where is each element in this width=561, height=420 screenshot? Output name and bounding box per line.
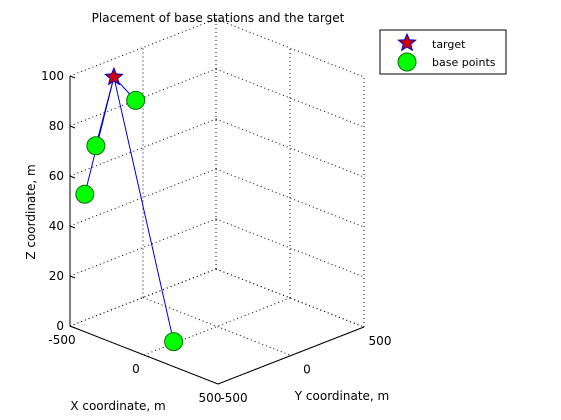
axes-frame	[69, 76, 365, 385]
x-tick-label: 500	[199, 391, 222, 405]
grid-line	[69, 325, 219, 385]
x-tick-label: 0	[132, 362, 140, 376]
grid-line	[215, 218, 365, 278]
y-axis-line	[217, 326, 365, 385]
z-tick-label: 20	[49, 269, 64, 283]
grid-line	[69, 218, 217, 277]
z-tick-mark	[69, 225, 76, 229]
grid-line	[215, 68, 365, 128]
z-tick-mark	[69, 75, 76, 79]
base-point	[86, 136, 106, 156]
legend-target-label: target	[432, 38, 466, 51]
legend: target base points	[379, 29, 507, 75]
legend-base-point-icon	[397, 52, 417, 72]
grid-line	[215, 268, 365, 328]
z-tick-mark	[69, 325, 76, 329]
z-axis-label: Z coordinate, m	[24, 164, 38, 259]
y-tick-label: 0	[303, 363, 311, 377]
grid-line	[215, 168, 365, 228]
base-point	[164, 332, 184, 352]
legend-target-star-icon	[397, 32, 417, 52]
target-point	[104, 66, 124, 86]
link-line	[113, 77, 175, 342]
chart-title: Placement of base stations and the targe…	[92, 11, 345, 25]
data-marks	[75, 66, 184, 352]
y-tick-label: -500	[220, 391, 247, 405]
grid-lines	[69, 18, 365, 385]
z-tick-label: 60	[49, 169, 64, 183]
z-tick-label: 0	[56, 319, 64, 333]
x-axis-label: X coordinate, m	[70, 399, 165, 413]
link-line	[84, 77, 115, 195]
y-axis-label: Y coordinate, m	[294, 389, 389, 403]
grid-line	[215, 18, 365, 78]
z-tick-label: 80	[49, 119, 64, 133]
base-point	[75, 184, 95, 204]
z-tick-mark	[69, 275, 76, 279]
base-point	[126, 90, 146, 110]
x-tick-label: -500	[48, 333, 75, 347]
grid-line	[215, 118, 365, 178]
z-tick-label: 100	[41, 69, 64, 83]
z-tick-mark	[69, 125, 76, 129]
z-tick-mark	[69, 175, 76, 179]
grid-line	[69, 18, 217, 77]
z-tick-label: 40	[49, 219, 64, 233]
y-tick-label: 500	[369, 334, 392, 348]
legend-base-points-label: base points	[432, 56, 496, 69]
grid-line	[142, 297, 292, 356]
